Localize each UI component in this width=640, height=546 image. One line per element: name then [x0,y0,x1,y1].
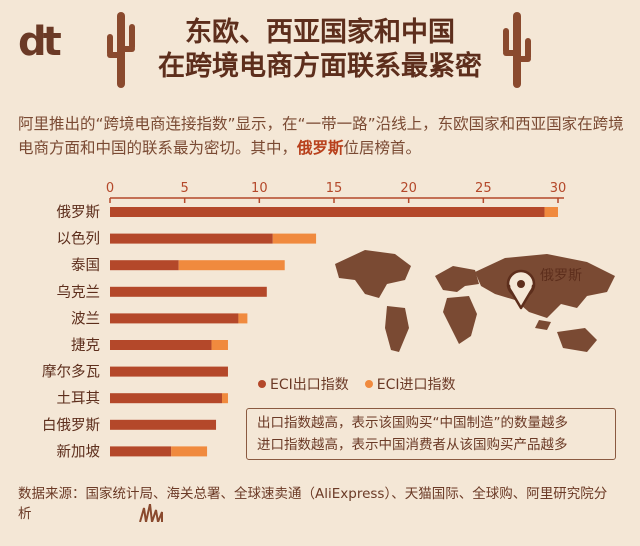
title-line-2: 在跨境电商方面联系最紧密 [158,51,482,82]
category-label: 波兰 [71,310,100,327]
title-line-1: 东欧、西亚国家和中国 [185,17,455,48]
x-tick-label: 25 [475,181,492,196]
category-label: 以色列 [57,231,101,248]
intro-text: 阿里推出的“跨境电商连接指数”显示，在“一带一路”沿线上，东欧国家和西亚国家在跨… [18,115,624,157]
category-label: 土耳其 [57,390,101,407]
bar-import [222,393,228,404]
map-pin-label: 俄罗斯 [540,268,582,284]
x-tick-label: 30 [550,181,567,196]
intro-paragraph: 阿里推出的“跨境电商连接指数”显示，在“一带一路”沿线上，东欧国家和西亚国家在跨… [18,112,628,160]
bar-export [110,260,179,271]
bar-export [110,419,217,430]
legend-item-import: ECI进口指数 [364,374,456,394]
bar-export [110,233,273,244]
bar-import [211,340,228,350]
cactus-icon [503,12,531,88]
bar-export [110,446,172,457]
x-tick-label: 15 [326,181,343,196]
grass-icon [139,504,163,522]
category-label: 乌克兰 [57,284,101,301]
bar-export [110,366,228,377]
cactus-icon [107,12,135,88]
explanation-box: 出口指数越高，表示该国购买“中国制造”的数量越多 进口指数越高，表示中国消费者从… [246,408,616,460]
legend-label-import: ECI进口指数 [376,377,456,393]
legend-label-export: ECI出口指数 [270,377,349,393]
category-label: 泰国 [71,257,100,274]
dt-logo: dt [18,19,62,65]
legend-swatch-export [258,380,266,388]
intro-highlight: 俄罗斯 [297,139,344,157]
x-tick-label: 5 [181,181,189,196]
legend-swatch-import [364,380,373,388]
bar-export [110,340,212,350]
bar-import [238,313,248,324]
x-tick-label: 20 [400,181,417,196]
bar-import [272,233,317,244]
legend-item-export: ECI出口指数 [258,374,349,394]
world-map-icon [335,250,615,352]
category-label: 捷克 [71,337,100,354]
bar-export [110,207,545,217]
bar-import [178,260,285,271]
chart-legend: ECI出口指数 ECI进口指数 [258,374,456,394]
note-line-import: 进口指数越高，表示中国消费者从该国购买产品越多 [257,437,568,453]
category-label: 俄罗斯 [57,204,101,221]
bar-import [171,446,208,457]
category-label: 白俄罗斯 [42,417,100,434]
bar-export [110,313,239,324]
x-tick-label: 10 [251,181,268,196]
category-label: 摩尔多瓦 [42,363,100,381]
page-title: 东欧、西亚国家和中国 在跨境电商方面联系最紧密 [0,16,640,84]
bar-export [110,286,267,297]
bar-export [110,393,222,404]
x-tick-label: 0 [106,181,114,196]
category-label: 新加坡 [57,443,101,460]
bar-import [544,207,558,217]
note-line-export: 出口指数越高，表示该国购买“中国制造”的数量越多 [257,415,568,431]
data-source: 数据来源：国家统计局、海关总署、全球速卖通（AliExpress）、天猫国际、全… [18,486,608,522]
intro-text-end: 位居榜首。 [343,139,422,157]
